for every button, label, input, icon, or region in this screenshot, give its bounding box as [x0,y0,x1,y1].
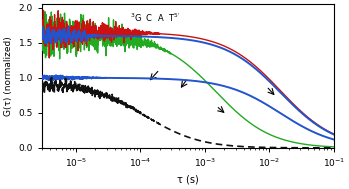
Y-axis label: G(τ) (normalized): G(τ) (normalized) [4,36,13,116]
X-axis label: τ (s): τ (s) [177,175,199,185]
Text: $^3$G  C  A  T$^{5'}$: $^3$G C A T$^{5'}$ [129,11,180,24]
